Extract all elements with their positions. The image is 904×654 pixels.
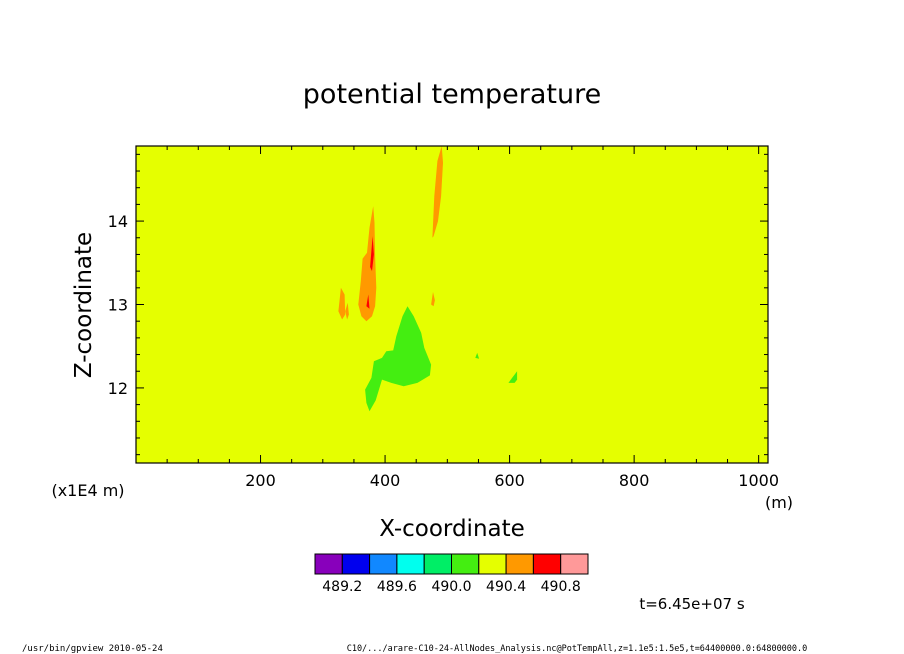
contour-region-green-2 [475, 352, 480, 359]
contour-region-red-9 [366, 294, 370, 309]
x-axis-unit: (m) [765, 493, 793, 512]
contour-region-green-0 [365, 306, 432, 412]
footer-right: C10/.../arare-C10-24-AllNodes_Analysis.n… [347, 644, 808, 654]
colorbar-cell [560, 553, 589, 575]
x-tick-label: 600 [494, 471, 525, 490]
x-tick-label: 1000 [738, 471, 779, 490]
colorbar-label: 489.2 [322, 579, 362, 595]
x-tick-label: 400 [370, 471, 401, 490]
x-tick-labels: 200 400 600 800 1000 [245, 471, 779, 490]
y-axis-label: Z-coordinate [71, 232, 97, 378]
colorbar-label: 490.0 [431, 579, 471, 595]
colorbar-label: 490.8 [541, 579, 581, 595]
colorbar-cell [314, 553, 343, 575]
footer-left: /usr/bin/gpview 2010-05-24 [22, 644, 163, 654]
colorbar: 489.2 489.6 490.0 490.4 490.8 [314, 553, 589, 595]
colorbar-cell [341, 553, 371, 575]
contour-region-orange-4 [338, 287, 346, 320]
y-axis-unit: (x1E4 m) [51, 481, 124, 500]
x-axis-label: X-coordinate [379, 516, 525, 542]
colorbar-cell [369, 553, 398, 575]
contour-region-orange-5 [345, 302, 349, 320]
contour-region-orange-7 [432, 146, 443, 238]
contour-region-orange-3 [358, 206, 377, 322]
contour-region-green-1 [508, 371, 518, 383]
plot-area [135, 145, 769, 464]
axis-ticks [136, 146, 768, 463]
timestamp: t=6.45e+07 s [639, 595, 745, 613]
colorbar-cell [478, 553, 507, 575]
y-tick-label: 13 [108, 296, 128, 315]
x-tick-label: 800 [619, 471, 650, 490]
y-tick-labels: 12 13 14 [108, 212, 128, 398]
colorbar-cell [505, 553, 534, 575]
colorbar-cell [451, 553, 480, 575]
y-tick-label: 14 [108, 212, 128, 231]
contour-region-red-8 [370, 236, 374, 272]
contour-regions [338, 146, 518, 412]
colorbar-cell [423, 553, 453, 575]
y-tick-label: 12 [108, 379, 128, 398]
colorbar-label: 489.6 [377, 579, 417, 595]
colorbar-label: 490.4 [486, 579, 526, 595]
x-tick-label: 200 [245, 471, 276, 490]
contour-region-orange-6 [431, 292, 435, 307]
chart-title: potential temperature [303, 79, 601, 110]
colorbar-cell [396, 553, 425, 575]
colorbar-cell [532, 553, 562, 575]
plot-background [136, 146, 768, 463]
